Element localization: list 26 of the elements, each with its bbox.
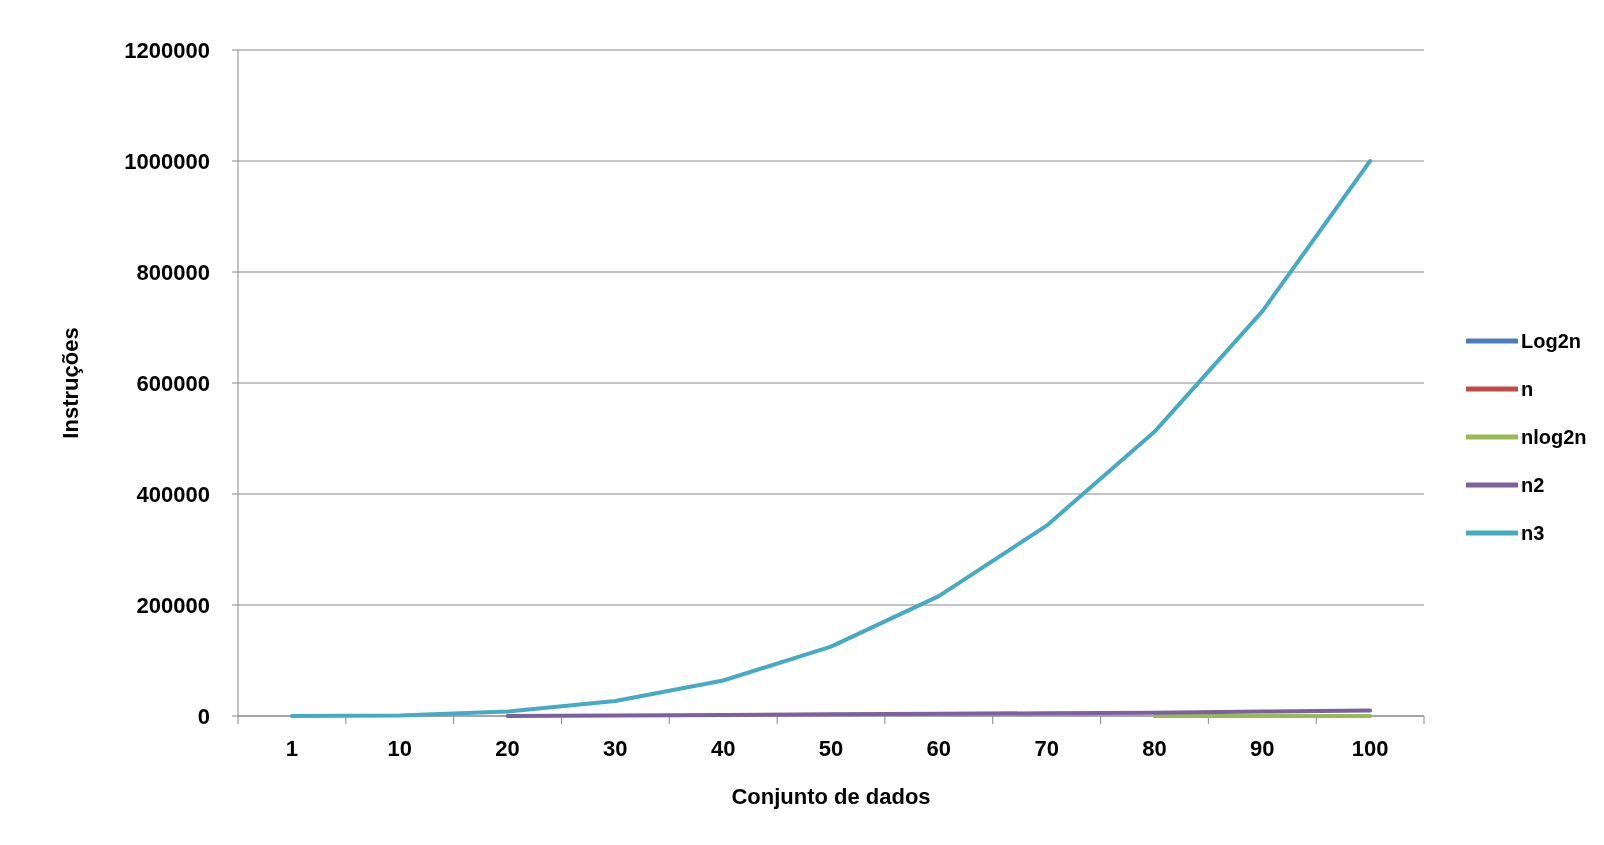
x-tick-label: 100 [1351, 736, 1389, 761]
x-tick-label: 80 [1142, 736, 1167, 761]
y-tick-label: 0 [197, 703, 210, 729]
y-axis-title: Instruções [58, 327, 83, 439]
y-tick-label: 600000 [136, 370, 210, 396]
legend-label: n2 [1521, 474, 1545, 496]
legend-label: Log2n [1521, 330, 1581, 352]
x-tick-label: 90 [1250, 736, 1275, 761]
line-series [289, 159, 1373, 718]
x-tick-label: 60 [926, 736, 952, 761]
x-tick-label: 40 [710, 736, 736, 761]
y-tick-label: 1000000 [124, 148, 210, 174]
x-tick-label: 50 [818, 736, 844, 761]
legend-label: n [1521, 378, 1534, 400]
y-tick-label: 400000 [136, 481, 210, 507]
x-tick-label: 1 [285, 736, 299, 761]
y-tick-label: 200000 [136, 592, 210, 618]
y-tick-label: 1200000 [124, 37, 210, 63]
legend-label: nlog2n [1521, 426, 1587, 448]
x-tick-label: 20 [495, 736, 520, 761]
legend-label: n3 [1521, 522, 1545, 544]
y-tick-label: 800000 [136, 259, 210, 285]
x-tick-label: 30 [603, 736, 628, 761]
x-tick-label: 10 [387, 736, 412, 761]
x-tick-label: 70 [1034, 736, 1059, 761]
x-axis-title: Conjunto de dados [731, 784, 931, 809]
